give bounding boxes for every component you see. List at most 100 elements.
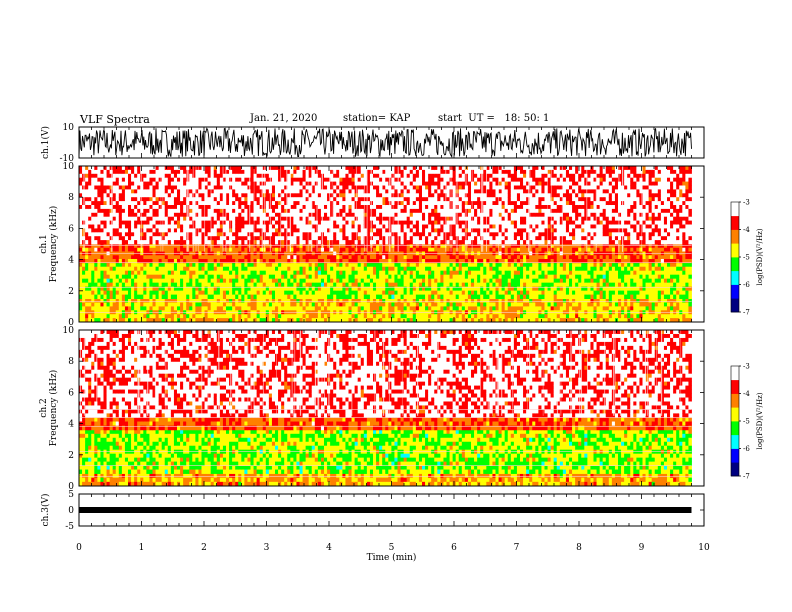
spectrogram-cell — [532, 266, 536, 272]
spectrogram-cell — [553, 302, 558, 307]
spectrogram-cell — [189, 166, 193, 171]
spectrogram-cell — [155, 302, 160, 307]
spectrogram-cell — [345, 266, 349, 272]
spectrogram-cell — [229, 258, 233, 264]
spectrogram-cell — [189, 236, 193, 241]
spectrogram-cell — [173, 262, 178, 268]
spectrogram-cell — [550, 278, 555, 284]
spectrogram-cell — [97, 282, 101, 288]
spectrogram-cell — [195, 258, 199, 264]
spectrogram-cell — [379, 286, 383, 292]
spectrogram-cell — [146, 173, 150, 179]
spectrogram-cell — [581, 282, 585, 288]
spectrogram-cell — [91, 228, 95, 233]
spectrogram-cell — [391, 270, 395, 276]
spectrogram-cell — [418, 314, 423, 319]
spectrogram-cell — [673, 318, 677, 323]
spectrogram-cell — [642, 282, 646, 288]
spectrogram-cell — [259, 314, 264, 319]
spectrogram-cell — [673, 294, 677, 299]
spectrogram-cell — [314, 270, 319, 276]
spectrogram-cell — [149, 193, 153, 198]
spectrogram-cell — [630, 247, 634, 252]
spectrogram-cell — [85, 216, 89, 221]
spectrogram-cell — [336, 314, 340, 319]
spectrogram-cell — [140, 282, 144, 288]
spectrogram-cell — [143, 197, 147, 202]
spectrogram-cell — [284, 270, 288, 276]
spectrogram-cell — [85, 282, 89, 288]
spectrogram-cell — [134, 232, 138, 237]
spectrogram-cell — [330, 274, 334, 280]
spectrogram-cell — [118, 258, 123, 264]
spectrogram-cell — [219, 266, 224, 272]
spectrogram-cell — [152, 274, 156, 280]
spectrogram-cell — [201, 290, 205, 296]
spectrogram-cell — [572, 247, 576, 252]
spectrogram-cell — [140, 274, 144, 280]
spectrogram-cell — [262, 294, 267, 299]
spectrogram-cell — [146, 169, 150, 175]
spectrogram-cell — [333, 290, 337, 296]
spectrogram-cell — [152, 282, 156, 288]
spectrogram-cell — [183, 244, 187, 249]
spectrogram-cell — [287, 302, 291, 307]
spectrogram-cell — [428, 262, 432, 268]
spectrogram-cell — [516, 282, 521, 288]
spectrogram-cell — [400, 318, 405, 323]
spectrogram-cell — [354, 282, 359, 288]
spectrogram-cell — [167, 306, 172, 311]
spectrogram-cell — [229, 247, 233, 252]
spectrogram-cell — [679, 286, 683, 292]
spectrogram-cell — [146, 224, 150, 229]
spectrogram-cell — [290, 306, 294, 311]
spectrogram-cell — [115, 318, 120, 323]
spectrogram-cell — [183, 314, 187, 319]
spectrogram-cell — [572, 318, 576, 323]
spectrogram-cell — [164, 270, 169, 276]
spectrogram-cell — [305, 244, 310, 249]
spectrogram-cell — [167, 274, 172, 280]
spectrogram-cell — [85, 318, 89, 323]
spectrogram-cell — [250, 247, 254, 252]
spectrogram-cell — [345, 270, 349, 276]
spectrogram-cell — [556, 294, 561, 299]
spectrogram-cell — [483, 244, 487, 249]
spectrogram-cell — [339, 306, 343, 311]
spectrogram-cell — [605, 314, 610, 319]
spectrogram-cell — [348, 290, 352, 296]
spectrogram-cell — [648, 258, 653, 264]
spectrogram-cell — [146, 197, 150, 202]
spectrogram-cell — [660, 302, 665, 307]
spectrogram-cell — [164, 220, 169, 225]
spectrogram-cell — [651, 286, 656, 292]
spectrogram-cell — [204, 298, 209, 303]
spectrogram-cell — [320, 298, 325, 303]
spectrogram-cell — [614, 266, 619, 272]
spectrogram-cell — [627, 298, 631, 303]
spectrogram-cell — [510, 294, 515, 299]
spectrogram-cell — [562, 270, 567, 276]
spectrogram-cell — [85, 193, 89, 198]
spectrogram-cell — [192, 220, 196, 225]
spectrogram-cell — [100, 177, 104, 182]
spectrogram-cell — [627, 314, 631, 319]
spectrogram-cell — [100, 240, 104, 245]
spectrogram-cell — [241, 294, 245, 299]
spectrogram-cell — [112, 197, 117, 202]
spectrogram-cell — [183, 166, 187, 171]
spectrogram-cell — [88, 302, 92, 307]
spectrogram-cell — [109, 298, 114, 303]
spectrogram-cell — [572, 262, 576, 268]
spectrogram-cell — [495, 247, 499, 252]
spectrogram-cell — [584, 302, 588, 307]
spectrogram-cell — [541, 255, 545, 260]
spectrogram-cell — [308, 247, 313, 252]
spectrogram-cell — [492, 290, 496, 296]
spectrogram-cell — [443, 306, 447, 311]
spectrogram-cell — [614, 262, 619, 268]
spectrogram-cell — [685, 298, 689, 303]
spectrogram-cell — [682, 302, 686, 307]
spectrogram-cell — [624, 255, 628, 260]
spectrogram-cell — [504, 278, 509, 284]
